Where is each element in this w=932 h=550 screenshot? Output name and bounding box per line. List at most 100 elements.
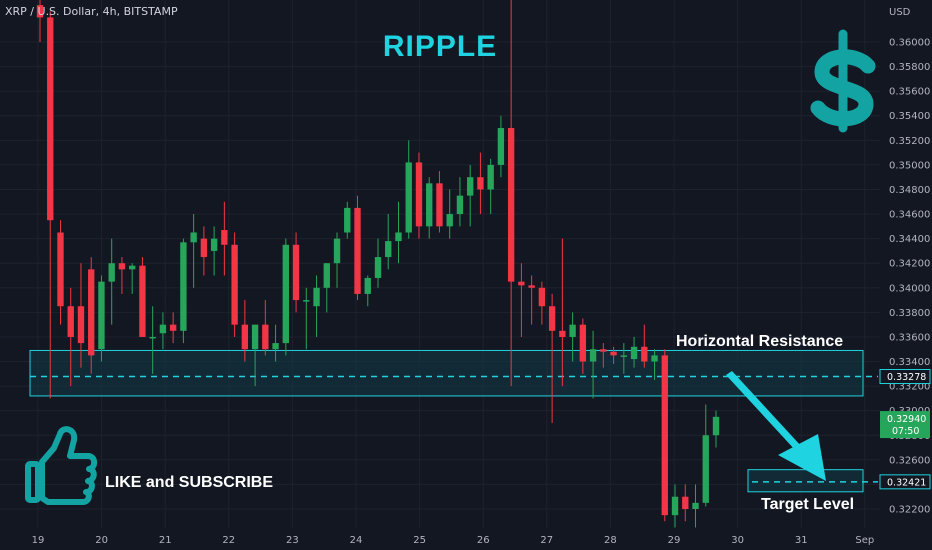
subscribe-label: LIKE and SUBSCRIBE: [105, 474, 273, 491]
candle-up: [190, 232, 197, 243]
resistance-label: Horizontal Resistance: [676, 333, 843, 350]
price-tick-label: 0.34200: [889, 259, 930, 270]
dollar-sign-icon: [810, 29, 876, 133]
time-tick-label: 20: [95, 535, 108, 546]
candle-down: [77, 306, 85, 344]
candle-down: [436, 183, 443, 227]
candle-down: [548, 306, 556, 331]
candle-up: [569, 324, 576, 337]
candle-up: [251, 324, 259, 350]
currency-unit: USD: [889, 7, 911, 18]
price-tick-label: 0.33200: [889, 382, 930, 393]
candles: [36, 0, 720, 528]
last-price: 0.32940: [887, 414, 926, 425]
candle-down: [241, 324, 249, 350]
candle-up: [272, 343, 279, 350]
time-tick-label: 22: [222, 535, 235, 546]
time-tick-label: 24: [350, 535, 363, 546]
time-tick-label: Sep: [855, 535, 874, 546]
candle-up: [129, 265, 136, 270]
candle-up: [323, 263, 330, 288]
candle-up: [692, 502, 699, 509]
candle-down: [292, 244, 300, 301]
price-tick-label: 0.33600: [889, 332, 930, 343]
candle-down: [118, 263, 126, 270]
price-tick-label: 0.34000: [889, 283, 930, 294]
time-axis: 19 20 21 22 23 24 25 26 27 28 29 30 31 Sep: [32, 535, 875, 546]
candle-down: [262, 324, 269, 350]
candle-up: [702, 435, 709, 503]
candle-down: [641, 346, 648, 362]
candle-down: [600, 349, 607, 352]
price-tick-label: 0.36000: [889, 38, 930, 49]
candle-down: [221, 230, 228, 245]
candle-up: [344, 207, 351, 233]
candle-up: [159, 324, 167, 334]
candle-down: [57, 232, 64, 307]
time-tick-label: 26: [477, 535, 490, 546]
candle-up: [98, 281, 105, 350]
candle-down: [169, 324, 177, 331]
price-tick-label: 0.32200: [889, 505, 930, 516]
candle-down: [477, 177, 484, 190]
candle-up: [180, 242, 187, 331]
candle-up: [630, 346, 638, 360]
time-tick-label: 30: [731, 535, 744, 546]
candle-down: [661, 355, 668, 516]
target-label: Target Level: [761, 496, 854, 513]
target-price-badge: 0.32421: [879, 474, 931, 490]
candle-down: [88, 269, 95, 356]
candle-down: [507, 128, 515, 282]
candle-up: [385, 241, 392, 258]
candle-up: [712, 416, 720, 436]
price-tick-label: 0.35800: [889, 62, 930, 73]
candle-down: [528, 285, 535, 288]
projection-arrow: [726, 371, 826, 481]
candle-up: [405, 162, 412, 233]
price-tick-label: 0.34800: [889, 185, 930, 196]
candle-down: [67, 306, 74, 337]
price-tick-label: 0.32600: [889, 455, 930, 466]
candle-down: [682, 496, 689, 509]
candle-down: [610, 351, 617, 356]
candle-down: [518, 281, 525, 286]
candle-up: [282, 244, 289, 344]
candle-up: [671, 496, 679, 516]
candle-up: [374, 257, 382, 278]
candle-up: [333, 238, 341, 264]
candle-up: [487, 164, 494, 190]
price-tick-label: 0.35600: [889, 87, 930, 98]
bar-countdown: 07:50: [892, 426, 919, 437]
candle-up: [426, 183, 433, 227]
time-tick-label: 27: [540, 535, 553, 546]
resistance-price-badge: 0.33278: [879, 369, 931, 385]
candle-up: [313, 287, 320, 307]
time-tick-label: 31: [795, 535, 808, 546]
price-tick-label: 0.35200: [889, 136, 930, 147]
price-tick-label: 0.33800: [889, 308, 930, 319]
resistance-price: 0.33278: [887, 372, 926, 383]
candle-down: [354, 207, 361, 294]
price-tick-label: 0.33400: [889, 357, 930, 368]
time-tick-label: 29: [668, 535, 681, 546]
candle-down: [559, 330, 566, 337]
candle-up: [589, 349, 597, 362]
candle-up: [446, 214, 453, 227]
price-tick-label: 0.34400: [889, 234, 930, 245]
candle-down: [200, 238, 208, 258]
thumbs-up-icon: [25, 426, 98, 505]
candle-up: [651, 355, 658, 362]
time-tick-label: 28: [604, 535, 617, 546]
candle-down: [47, 17, 54, 221]
candle-down: [231, 244, 238, 325]
candle-up: [467, 177, 474, 196]
resistance-zone: [29, 349, 864, 397]
candle-up: [108, 263, 115, 282]
target-zone: [747, 469, 864, 493]
candle-up: [210, 238, 218, 251]
candle-down: [538, 287, 546, 307]
price-tick-label: 0.34600: [889, 210, 930, 221]
candle-up: [395, 232, 402, 242]
symbol-info: XRP / U.S. Dollar, 4h, BITSTAMP: [5, 5, 178, 18]
